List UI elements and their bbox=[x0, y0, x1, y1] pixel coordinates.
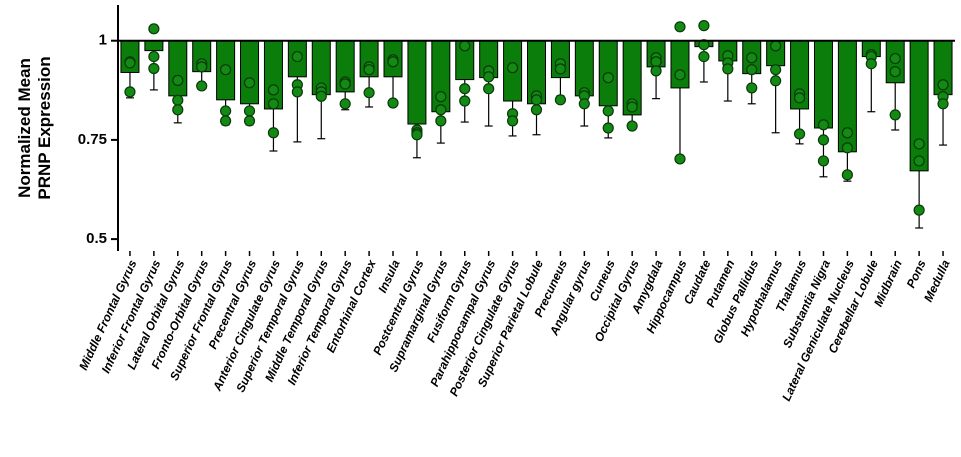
y-tick-label: 0.75 bbox=[78, 131, 107, 148]
data-point bbox=[172, 104, 184, 116]
data-point bbox=[937, 98, 949, 110]
data-point bbox=[578, 98, 590, 110]
data-point bbox=[483, 71, 495, 83]
data-point bbox=[124, 57, 136, 69]
data-point bbox=[889, 109, 901, 121]
data-point bbox=[602, 122, 614, 134]
data-point bbox=[148, 23, 160, 35]
bar bbox=[144, 40, 164, 52]
data-point bbox=[722, 63, 734, 75]
data-point bbox=[506, 62, 519, 74]
data-point bbox=[483, 83, 495, 95]
data-point bbox=[770, 75, 782, 87]
data-point bbox=[913, 204, 925, 216]
data-point bbox=[148, 62, 160, 75]
data-point bbox=[339, 78, 351, 90]
data-point bbox=[913, 155, 925, 167]
data-point bbox=[626, 120, 638, 132]
data-point bbox=[530, 94, 543, 106]
data-point bbox=[196, 80, 208, 92]
data-point bbox=[506, 115, 519, 127]
data-point bbox=[817, 134, 830, 146]
data-point bbox=[220, 115, 232, 127]
data-point bbox=[650, 65, 662, 77]
data-point bbox=[770, 64, 782, 76]
data-point bbox=[674, 153, 686, 165]
data-point bbox=[267, 127, 280, 139]
data-point bbox=[793, 92, 806, 104]
data-point bbox=[626, 101, 638, 113]
data-point bbox=[746, 52, 758, 64]
data-point bbox=[602, 72, 614, 84]
data-point bbox=[937, 79, 949, 91]
data-point bbox=[435, 104, 447, 116]
data-point bbox=[554, 94, 567, 106]
data-point bbox=[172, 74, 184, 86]
data-point bbox=[220, 64, 232, 76]
data-point bbox=[243, 115, 256, 127]
data-point bbox=[124, 86, 136, 98]
bar bbox=[909, 40, 929, 172]
data-point bbox=[196, 61, 208, 73]
data-point bbox=[841, 142, 853, 154]
data-point bbox=[387, 97, 399, 109]
bar bbox=[240, 40, 260, 105]
x-tick-label: Pons bbox=[904, 257, 929, 290]
data-point bbox=[459, 83, 471, 95]
data-point bbox=[243, 77, 256, 89]
data-point bbox=[435, 115, 447, 127]
data-point bbox=[291, 86, 303, 98]
data-point bbox=[411, 129, 423, 141]
data-point bbox=[243, 105, 256, 117]
data-point bbox=[746, 64, 758, 76]
data-point bbox=[554, 63, 567, 75]
data-point bbox=[387, 56, 399, 68]
data-point bbox=[793, 128, 806, 140]
data-point bbox=[267, 84, 280, 96]
data-point bbox=[459, 40, 471, 52]
data-point bbox=[698, 39, 710, 51]
y-axis-label-line: Normalized Mean bbox=[15, 58, 34, 198]
data-point bbox=[435, 91, 447, 103]
data-point bbox=[817, 119, 830, 131]
data-point bbox=[817, 155, 830, 167]
data-point bbox=[770, 40, 782, 52]
bar bbox=[670, 40, 690, 89]
data-point bbox=[315, 90, 327, 102]
bar bbox=[168, 40, 188, 97]
data-point bbox=[267, 98, 280, 110]
y-tick-label: 1 bbox=[99, 32, 107, 49]
data-point bbox=[889, 66, 901, 78]
y-axis-label-line: PRNP Expression bbox=[35, 56, 54, 199]
data-point bbox=[172, 94, 184, 106]
data-point bbox=[291, 50, 303, 63]
data-point bbox=[459, 95, 471, 107]
data-point bbox=[913, 138, 925, 150]
bar bbox=[813, 40, 833, 129]
y-tick-label: 0.5 bbox=[86, 230, 107, 247]
data-point bbox=[530, 104, 543, 116]
data-point bbox=[363, 64, 375, 76]
data-point bbox=[363, 87, 375, 99]
data-point bbox=[889, 52, 901, 65]
data-point bbox=[650, 56, 662, 68]
data-point bbox=[865, 58, 877, 70]
bar bbox=[407, 40, 427, 125]
data-point bbox=[698, 50, 710, 63]
data-point bbox=[220, 105, 232, 117]
y-axis-label: Normalized Mean PRNP Expression bbox=[15, 56, 54, 199]
data-point bbox=[674, 21, 686, 33]
data-point bbox=[602, 105, 614, 117]
data-point bbox=[746, 82, 758, 94]
data-point bbox=[698, 20, 710, 32]
data-point bbox=[841, 127, 853, 139]
data-point bbox=[674, 69, 686, 81]
data-point bbox=[841, 169, 853, 181]
data-point bbox=[148, 50, 160, 63]
data-point bbox=[339, 98, 351, 110]
